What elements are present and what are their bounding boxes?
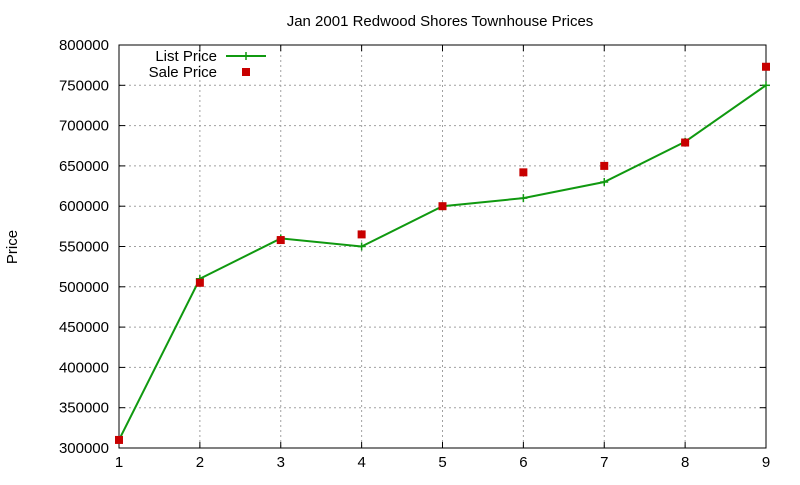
data-point <box>276 236 285 245</box>
data-point <box>762 81 770 90</box>
data-point <box>681 138 690 147</box>
y-tick-label: 500000 <box>59 279 109 296</box>
x-tick-label: 9 <box>762 454 770 471</box>
series-sale-price <box>115 62 770 444</box>
y-tick-label: 400000 <box>59 359 109 376</box>
data-point <box>357 242 366 251</box>
grid-layer <box>119 45 766 448</box>
x-tick-label: 2 <box>196 454 204 471</box>
legend-marker <box>242 52 250 60</box>
y-tick-label: 450000 <box>59 319 109 336</box>
data-point <box>600 178 609 187</box>
series-layer <box>115 62 770 444</box>
y-tick-label: 750000 <box>59 77 109 94</box>
chart-title: Jan 2001 Redwood Shores Townhouse Prices <box>287 13 594 30</box>
y-tick-label: 650000 <box>59 158 109 175</box>
legend-label: List Price <box>155 48 217 65</box>
legend-entry: Sale Price <box>149 64 250 81</box>
x-tick-label: 4 <box>357 454 365 471</box>
data-point <box>357 230 366 239</box>
legend-label: Sale Price <box>149 64 217 81</box>
y-tick-label: 600000 <box>59 198 109 215</box>
x-tick-label: 5 <box>438 454 446 471</box>
x-tick-label: 8 <box>681 454 689 471</box>
axis-layer: 300000 350000 400000 450000 500000 550000 6000… <box>59 37 770 471</box>
y-tick-label: 700000 <box>59 118 109 135</box>
x-tick-label: 1 <box>115 454 123 471</box>
y-axis-title: Price <box>4 230 21 264</box>
data-point <box>115 435 123 444</box>
data-point <box>762 62 770 71</box>
y-tick-label: 350000 <box>59 400 109 417</box>
data-point <box>195 278 204 287</box>
y-tick-label: 300000 <box>59 440 109 457</box>
x-tick-label: 6 <box>519 454 527 471</box>
x-tick-label: 7 <box>600 454 608 471</box>
data-point <box>438 202 447 211</box>
legend-marker <box>242 68 250 76</box>
data-point <box>600 161 609 170</box>
data-point <box>519 194 528 203</box>
x-tick-label: 3 <box>277 454 285 471</box>
data-point <box>519 168 528 177</box>
y-tick-label: 550000 <box>59 239 109 256</box>
legend-entry: List Price <box>155 48 266 65</box>
y-tick-label: 800000 <box>59 37 109 54</box>
